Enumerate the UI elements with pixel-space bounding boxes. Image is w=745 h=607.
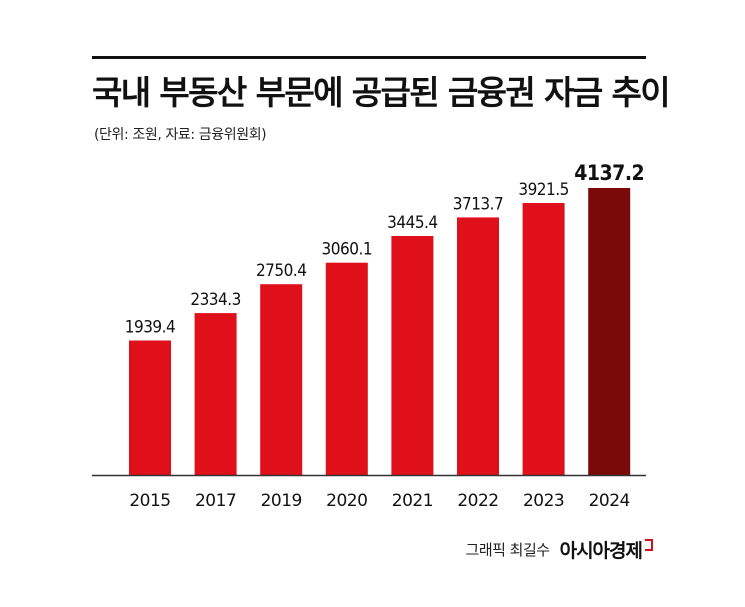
bar-2015 (129, 340, 171, 475)
bar-2022 (457, 217, 499, 475)
chart-title: 국내 부동산 부문에 공급된 금융권 자금 추이 (92, 73, 671, 112)
brand-logo-text: 아시아경제 (559, 540, 643, 562)
value-label-2022: 3713.7 (453, 194, 504, 214)
x-tick-label-2023: 2023 (523, 491, 564, 511)
value-label-2017: 2334.3 (190, 290, 241, 310)
bar-2019 (260, 284, 303, 475)
chart-subtitle: (단위: 조원, 자료: 금융위원회) (94, 127, 267, 143)
value-label-2024: 4137.2 (574, 161, 644, 185)
value-label-2020: 3060.1 (322, 240, 373, 260)
x-tick-label-2022: 2022 (457, 491, 498, 511)
x-tick-label-2021: 2021 (392, 491, 433, 511)
bar-2021 (391, 236, 434, 475)
brand-mark-icon (645, 538, 653, 551)
value-label-2015: 1939.4 (125, 318, 176, 338)
bar-2023 (522, 203, 565, 475)
credit-line: 그래픽 최길수 아시아경제 (466, 536, 653, 563)
x-tick-label-2020: 2020 (326, 491, 367, 511)
bar-2024 (588, 188, 631, 475)
value-label-2023: 3921.5 (518, 180, 569, 200)
value-label-2019: 2750.4 (256, 261, 307, 281)
x-tick-label-2024: 2024 (589, 491, 630, 511)
value-label-2021: 3445.4 (387, 213, 438, 233)
bar-2020 (325, 262, 368, 475)
title-rule (92, 56, 646, 59)
x-tick-label-2015: 2015 (129, 491, 170, 511)
bar-2017 (194, 313, 237, 475)
x-tick-label-2017: 2017 (195, 491, 236, 511)
x-tick-label-2019: 2019 (261, 491, 302, 511)
graphic-credit: 그래픽 최길수 (465, 541, 551, 559)
